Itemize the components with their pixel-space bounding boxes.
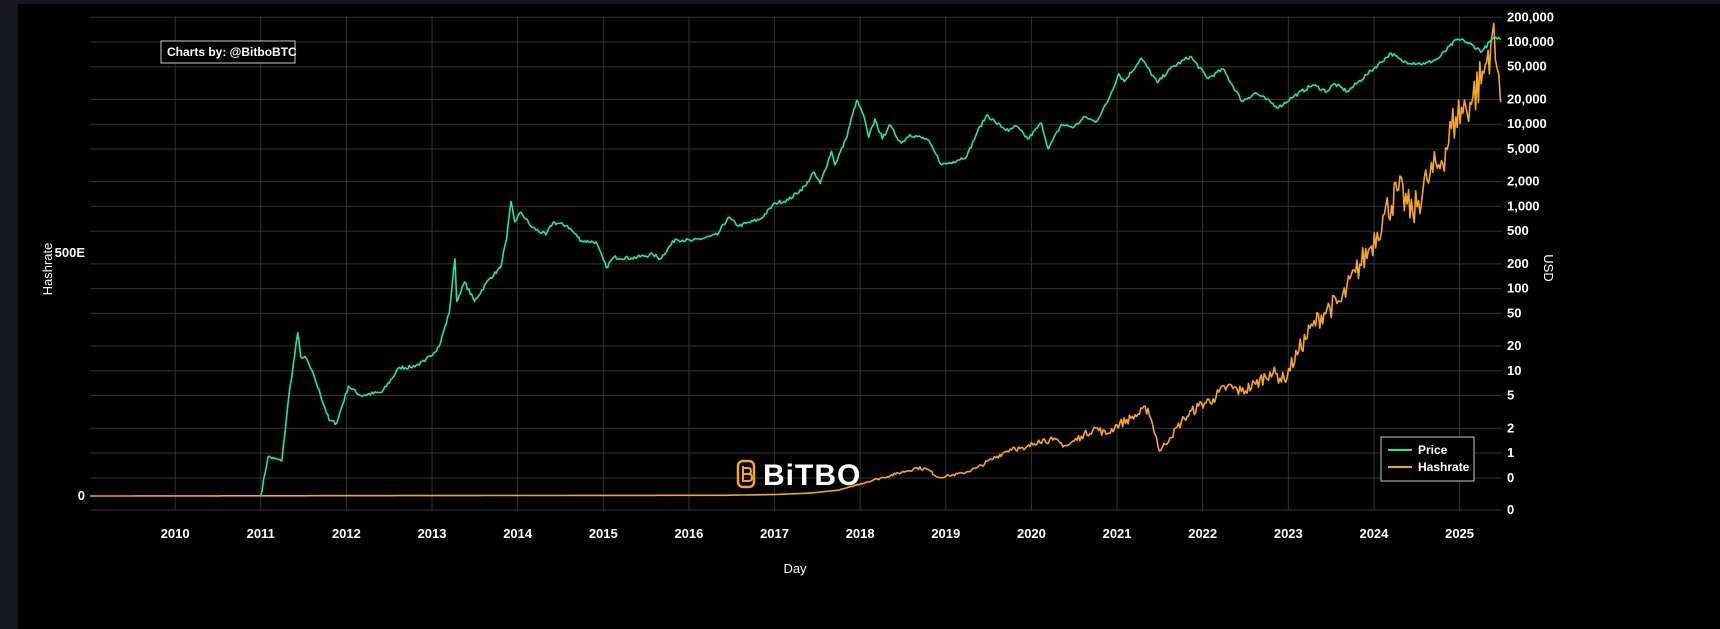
- x-tick-label: 2025: [1445, 526, 1474, 541]
- right-tick-label: 1: [1507, 445, 1514, 460]
- right-tick-label: 200: [1507, 256, 1529, 271]
- x-tick-label: 2021: [1103, 526, 1132, 541]
- credit-label: Charts by: @BitboBTC: [167, 45, 297, 59]
- right-tick-label: 10,000: [1507, 116, 1547, 131]
- bitbo-watermark: BiTBO: [736, 459, 861, 492]
- right-tick-label: 500: [1507, 223, 1529, 238]
- chart-frame: 2010 2011 2012 2013 2014 2015 2016 2017 2018 2019…: [18, 4, 1720, 629]
- right-tick-label: 50,000: [1507, 59, 1547, 74]
- price-series: [260, 36, 1502, 497]
- grid-layer: [90, 16, 1502, 511]
- legend-hashrate-label: Hashrate: [1418, 460, 1470, 474]
- x-tick-label: 2014: [503, 526, 533, 541]
- x-tick-label: 2020: [1017, 526, 1046, 541]
- left-tick-label: 0: [78, 488, 85, 503]
- right-tick-label: 10: [1507, 363, 1521, 378]
- right-axis-ticks: 0 0 1 2 5 10 20 50 100 200 500 1,000 2,000 5,000 10,00…: [1507, 9, 1554, 517]
- right-tick-label: 100,000: [1507, 34, 1554, 49]
- bitcoin-price-hashrate-chart: 2010 2011 2012 2013 2014 2015 2016 2017 2018 2019…: [40, 9, 1556, 576]
- right-tick-label: 20,000: [1507, 91, 1547, 106]
- left-axis-ticks: 0 500E: [55, 245, 86, 503]
- x-tick-label: 2011: [247, 526, 275, 541]
- right-tick-label: 5,000: [1507, 141, 1540, 156]
- left-axis-title: Hashrate: [40, 243, 55, 296]
- right-tick-label: 0: [1507, 470, 1514, 485]
- bitbo-logo-icon: [736, 459, 756, 489]
- x-tick-label: 2023: [1274, 526, 1303, 541]
- left-tick-label: 500E: [55, 245, 86, 260]
- x-tick-label: 2012: [332, 526, 361, 541]
- right-tick-label: 50: [1507, 305, 1521, 320]
- hashrate-line: [90, 22, 1502, 497]
- price-line: [260, 36, 1502, 497]
- right-tick-label: 200,000: [1507, 9, 1554, 24]
- x-tick-label: 2016: [674, 526, 703, 541]
- x-tick-label: 2022: [1188, 526, 1217, 541]
- right-tick-label: 2,000: [1507, 174, 1540, 189]
- right-tick-label: 20: [1507, 338, 1521, 353]
- hashrate-series: [90, 22, 1502, 497]
- right-tick-label: 100: [1507, 281, 1529, 296]
- right-tick-label: 2: [1507, 420, 1514, 435]
- legend-price-label: Price: [1418, 443, 1448, 457]
- x-tick-label: 2013: [418, 526, 447, 541]
- x-tick-label: 2024: [1359, 526, 1389, 541]
- legend-item-hashrate[interactable]: Hashrate: [1388, 460, 1470, 474]
- x-tick-label: 2017: [760, 526, 789, 541]
- right-axis-title: USD: [1541, 254, 1556, 281]
- legend: Price Hashrate: [1380, 436, 1475, 482]
- right-tick-label: 5: [1507, 388, 1514, 403]
- x-axis-title: Day: [783, 561, 807, 576]
- right-tick-label: 0: [1507, 502, 1514, 517]
- legend-item-price[interactable]: Price: [1388, 443, 1448, 457]
- right-tick-label: 1,000: [1507, 198, 1540, 213]
- x-tick-label: 2019: [931, 526, 960, 541]
- x-axis-ticks: 2010 2011 2012 2013 2014 2015 2016 2017 2018 2019…: [161, 526, 1474, 541]
- x-tick-label: 2010: [161, 526, 190, 541]
- credit-box: Charts by: @BitboBTC: [160, 40, 297, 64]
- watermark-text: BiTBO: [763, 459, 861, 492]
- x-tick-label: 2018: [846, 526, 875, 541]
- x-tick-label: 2015: [589, 526, 618, 541]
